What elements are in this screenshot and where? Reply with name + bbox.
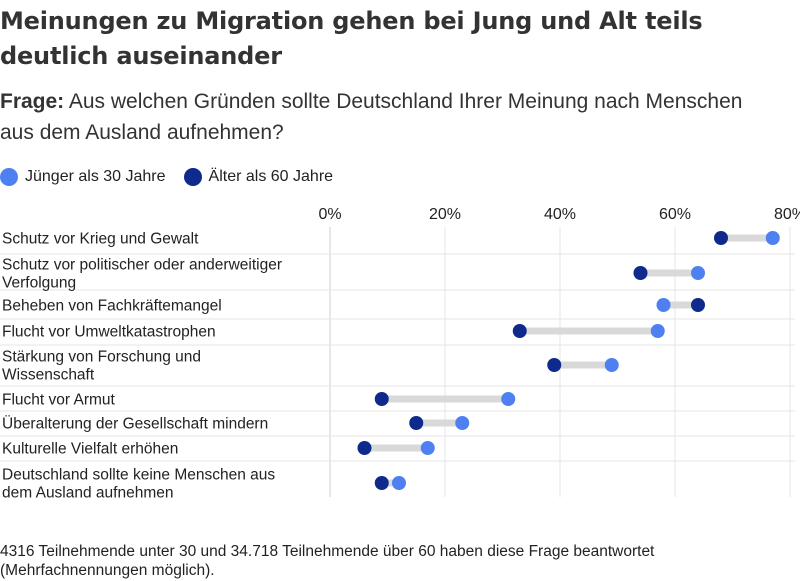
category-label: Schutz vor Krieg und Gewalt <box>2 231 199 248</box>
legend-label-young: Jünger als 30 Jahre <box>25 168 166 185</box>
category-label: Flucht vor Umweltkatastrophen <box>2 324 216 341</box>
category-label-line: dem Ausland aufnehmen <box>2 485 173 502</box>
category-label-line: Verfolgung <box>2 275 76 292</box>
category-label-line: Beheben von Fachkräftemangel <box>2 298 222 315</box>
legend-item-young: Jünger als 30 Jahre <box>0 168 166 186</box>
dot-old <box>357 441 372 455</box>
dot-old <box>633 266 648 280</box>
question-label: Frage: <box>0 90 65 113</box>
category-label-line: Flucht vor Armut <box>2 392 116 409</box>
legend-item-old: Älter als 60 Jahre <box>183 168 334 186</box>
category-label-line: Überalterung der Gesellschaft mindern <box>2 415 268 433</box>
category-label: Beheben von Fachkräftemangel <box>2 298 222 315</box>
dot-young <box>455 416 470 430</box>
category-label-line: Deutschland sollte keine Menschen aus <box>2 467 275 484</box>
dot-young <box>501 392 516 406</box>
dot-young <box>392 476 406 490</box>
dot-young <box>765 231 780 245</box>
category-label: Flucht vor Armut <box>2 392 116 409</box>
dot-young <box>604 358 619 372</box>
category-label-line: Schutz vor politischer oder anderweitige… <box>2 257 282 274</box>
legend-label-old: Älter als 60 Jahre <box>208 168 334 185</box>
dot-young <box>420 441 435 455</box>
dot-old <box>374 392 389 406</box>
category-label-line: Stärkung von Forschung und <box>2 349 201 366</box>
dot-old <box>409 416 424 430</box>
category-label-line: Schutz vor Krieg und Gewalt <box>2 231 199 248</box>
grid <box>0 227 795 497</box>
category-labels: Schutz vor Krieg und Gewalt Schutz vor po… <box>2 231 282 502</box>
dot-old <box>547 358 562 372</box>
category-label: Stärkung von Forschung und Wissenschaft <box>2 349 201 384</box>
dot-old <box>512 324 527 338</box>
x-tick-label: 40% <box>544 206 576 223</box>
category-label: Deutschland sollte keine Menschen aus dem… <box>2 467 275 502</box>
legend: Jünger als 30 Jahre Älter als 60 Jahre <box>0 165 351 189</box>
question-text: Aus welchen Gründen sollte Deutschland I… <box>0 90 743 144</box>
x-tick-label: 60% <box>659 206 691 223</box>
x-tick-label: 0% <box>318 206 341 223</box>
dot-old <box>374 476 389 490</box>
data-marks <box>357 231 780 490</box>
dumbbell-chart: 0% 20% 40% 60% 80% Schutz vor Krieg und Gewa… <box>0 206 800 502</box>
category-label-line: Flucht vor Umweltkatastrophen <box>2 324 216 341</box>
footnote: 4316 Teilnehmende unter 30 und 34.718 Te… <box>0 543 655 579</box>
category-label-line: Kulturelle Vielfalt erhöhen <box>2 441 178 458</box>
dot-old <box>714 231 728 245</box>
category-label: Überalterung der Gesellschaft mindern <box>2 415 268 433</box>
dot-young <box>656 298 671 312</box>
category-label: Kulturelle Vielfalt erhöhen <box>2 441 178 458</box>
dot-old <box>691 298 705 312</box>
question: Frage: Aus welchen Gründen sollte Deutsc… <box>0 86 760 148</box>
category-label: Schutz vor politischer oder anderweitige… <box>2 257 282 292</box>
category-label-line: Wissenschaft <box>2 367 95 384</box>
x-tick-label: 20% <box>429 206 461 223</box>
legend-swatch-young <box>0 168 18 186</box>
legend-swatch-old <box>183 168 202 186</box>
dot-young <box>650 324 665 338</box>
chart-title: Meinungen zu Migration gehen bei Jung un… <box>0 7 703 70</box>
x-tick-label: 80% <box>774 206 800 223</box>
dot-young <box>691 266 705 280</box>
x-axis-ticks: 0% 20% 40% 60% 80% <box>318 206 800 223</box>
